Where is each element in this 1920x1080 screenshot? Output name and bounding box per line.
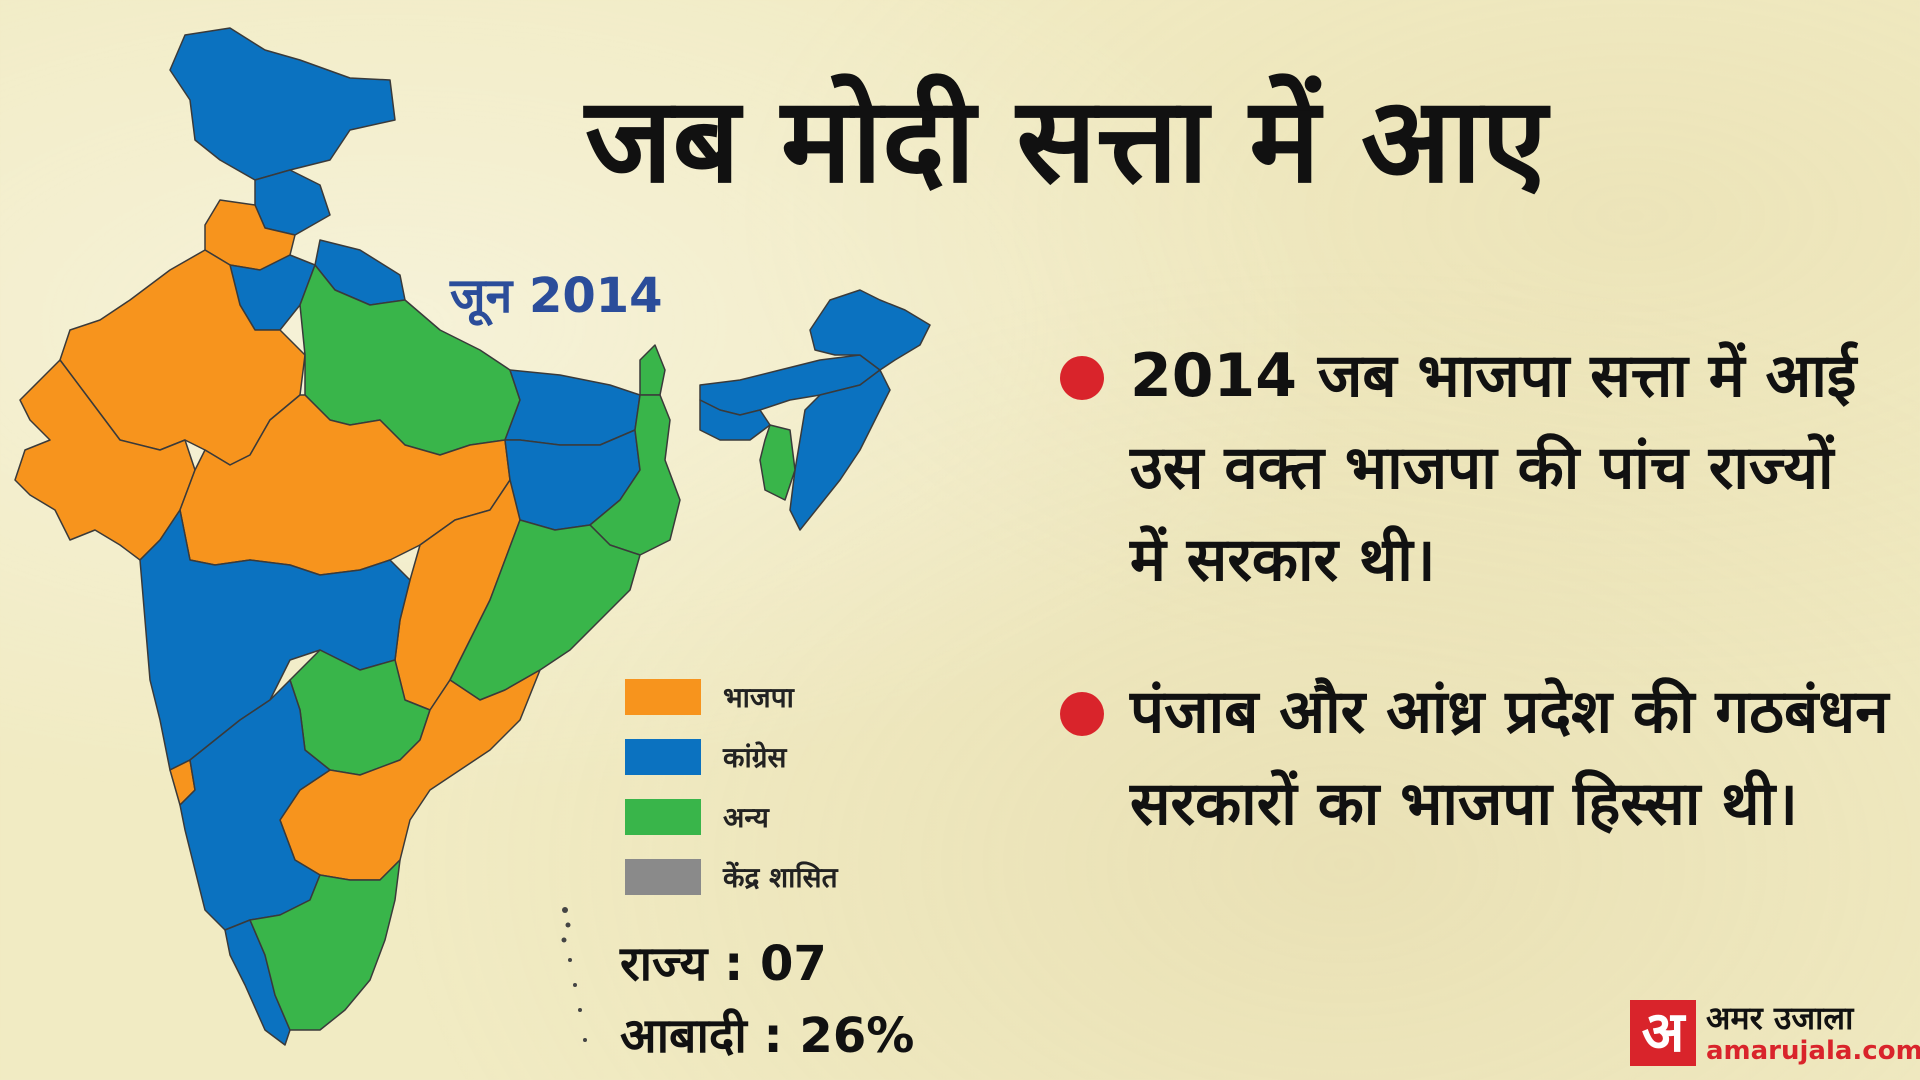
map-region-himachal [254, 169, 331, 236]
map-island [568, 958, 572, 962]
logo-url: amarujala.com [1706, 1036, 1920, 1066]
bullet-list: 2014 जब भाजपा सत्ता में आई उस वक्त भाजपा… [1060, 330, 1890, 850]
bullet-text: 2014 जब भाजपा सत्ता में आई उस वक्त भाजपा… [1130, 341, 1857, 595]
map-region-gujarat [14, 359, 196, 561]
logo-text: अमर उजाला amarujala.com [1706, 1000, 1920, 1066]
publisher-logo: अ अमर उजाला amarujala.com [1630, 1000, 1920, 1066]
states-count: राज्य : 07 [620, 936, 827, 992]
legend-swatch [625, 799, 701, 835]
logo-name: अमर उजाला [1706, 999, 1854, 1037]
map-region-sikkim [639, 344, 666, 396]
legend-item: केंद्र शासित [625, 857, 838, 897]
bullet-dot-icon [1060, 692, 1104, 736]
map-island [573, 983, 577, 987]
legend-item: कांग्रेस [625, 737, 838, 777]
logo-mark-icon: अ [1630, 1000, 1696, 1066]
map-subtitle: जून 2014 [450, 268, 663, 324]
india-map [14, 27, 931, 1046]
map-region-bihar [504, 369, 641, 446]
bullet-item: 2014 जब भाजपा सत्ता में आई उस वक्त भाजपा… [1060, 330, 1890, 606]
legend-label: अन्य [723, 801, 769, 834]
map-island [561, 937, 567, 943]
map-region-jammu-kashmir [169, 27, 396, 181]
legend-item: अन्य [625, 797, 838, 837]
map-island [583, 1038, 587, 1042]
stats-block: राज्य : 07 आबादी : 26% [620, 928, 914, 1072]
map-island [562, 907, 568, 913]
legend-item: भाजपा [625, 677, 838, 717]
page-title: जब मोदी सत्ता में आए [585, 71, 1547, 209]
map-region-northeast-hills [789, 369, 891, 531]
legend-label: भाजपा [723, 681, 794, 714]
legend-swatch [625, 679, 701, 715]
map-region-tripura [759, 424, 796, 501]
bullet-text: पंजाब और आंध्र प्रदेश की गठबंधन सरकारों … [1130, 677, 1889, 839]
bullet-dot-icon [1060, 356, 1104, 400]
legend-swatch [625, 739, 701, 775]
map-island [578, 1008, 582, 1012]
map-region-arunachal [809, 289, 931, 371]
map-legend: भाजपा कांग्रेस अन्य केंद्र शासित [625, 677, 838, 917]
map-region-odisha [449, 519, 641, 701]
bullet-item: पंजाब और आंध्र प्रदेश की गठबंधन सरकारों … [1060, 666, 1890, 850]
legend-label: केंद्र शासित [723, 861, 838, 894]
map-region-karnataka [179, 679, 331, 931]
population-share: आबादी : 26% [620, 1008, 915, 1064]
map-island [565, 922, 571, 928]
legend-swatch [625, 859, 701, 895]
map-region-tamil-nadu [249, 859, 401, 1031]
legend-label: कांग्रेस [723, 741, 787, 774]
